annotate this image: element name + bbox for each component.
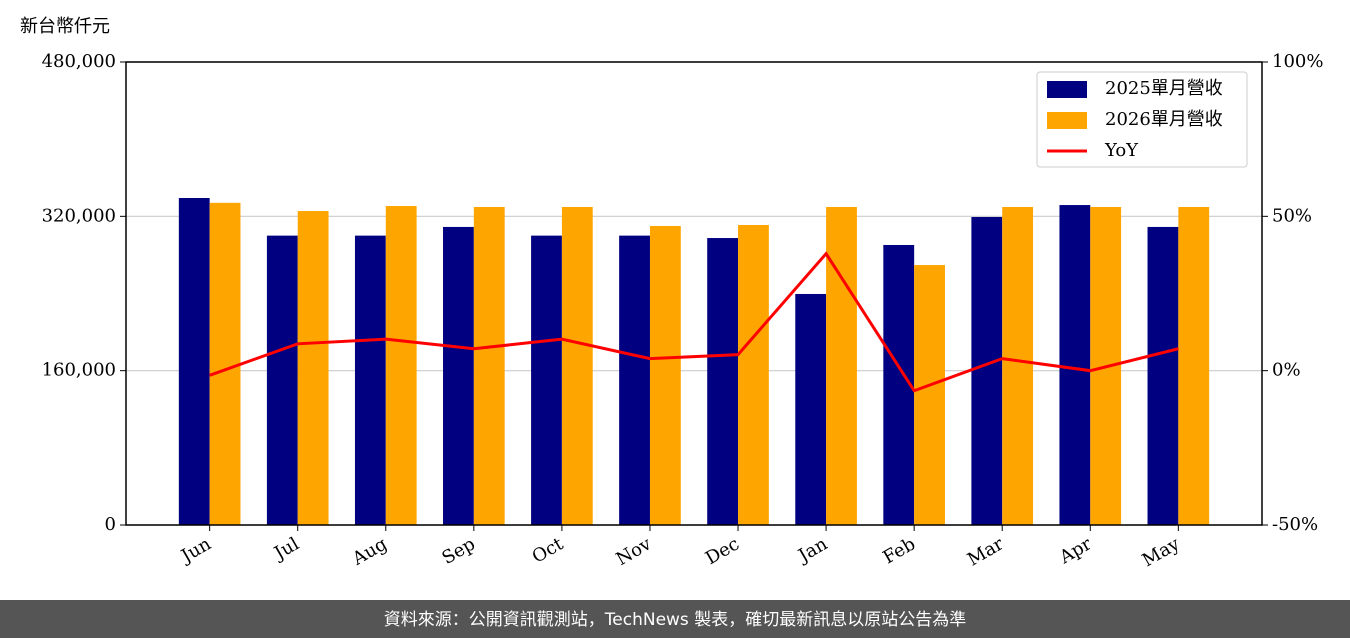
bar — [1059, 205, 1091, 525]
x-tick-label: Mar — [964, 533, 1008, 570]
x-tick-label: Jun — [176, 533, 215, 568]
legend-label: YoY — [1104, 140, 1139, 161]
y-axis-label: 新台幣仟元 — [20, 16, 110, 37]
legend-swatch — [1047, 81, 1087, 98]
bar — [914, 265, 945, 525]
y2-tick-label: -50% — [1272, 514, 1318, 535]
y-tick-label: 320,000 — [42, 205, 116, 226]
bar — [826, 206, 857, 525]
bar — [531, 235, 562, 525]
bar — [1178, 206, 1210, 525]
x-tick-label: Jan — [793, 533, 831, 567]
y-tick-label: 160,000 — [42, 360, 116, 381]
x-tick-label: Dec — [702, 533, 743, 569]
x-tick-label: Feb — [879, 533, 919, 568]
bar — [1002, 206, 1034, 525]
bar — [354, 235, 386, 525]
bar — [649, 225, 681, 525]
bar — [209, 202, 241, 525]
bar — [443, 226, 474, 525]
x-tick-label: Jul — [269, 533, 303, 565]
y-tick-label: 0 — [105, 514, 116, 535]
bar — [473, 206, 505, 525]
bar — [795, 293, 827, 525]
legend-swatch — [1047, 112, 1087, 129]
plot-frame — [125, 61, 1263, 526]
bar — [971, 217, 1003, 525]
bar — [619, 235, 650, 525]
bar — [738, 225, 769, 525]
legend-label: 2026單月營收 — [1105, 109, 1223, 130]
bar — [561, 206, 593, 525]
footer-band — [0, 600, 1350, 638]
y2-tick-label: 0% — [1272, 360, 1301, 381]
x-tick-label: Sep — [438, 533, 478, 568]
legend-label: 2025單月營收 — [1105, 78, 1223, 99]
bar — [385, 206, 417, 525]
footer: 資料來源：公開資訊觀測站，TechNews 製表，確切最新訊息以原站公告為準 — [384, 610, 966, 630]
x-tick-label: May — [1139, 533, 1184, 571]
bar — [1147, 226, 1179, 525]
y2-tick-label: 50% — [1272, 205, 1312, 226]
x-tick-label: Nov — [613, 533, 656, 570]
y2-tick-label: 100% — [1272, 51, 1323, 72]
bar — [707, 238, 739, 526]
bar — [297, 211, 329, 525]
x-tick-label: Apr — [1055, 533, 1095, 568]
x-tick-label: Oct — [529, 533, 568, 568]
y-tick-label: 480,000 — [42, 51, 116, 72]
bar — [266, 235, 298, 525]
line — [209, 251, 1179, 393]
x-tick-label: Aug — [348, 533, 391, 570]
bar — [178, 198, 210, 525]
legend-box — [1036, 71, 1248, 168]
